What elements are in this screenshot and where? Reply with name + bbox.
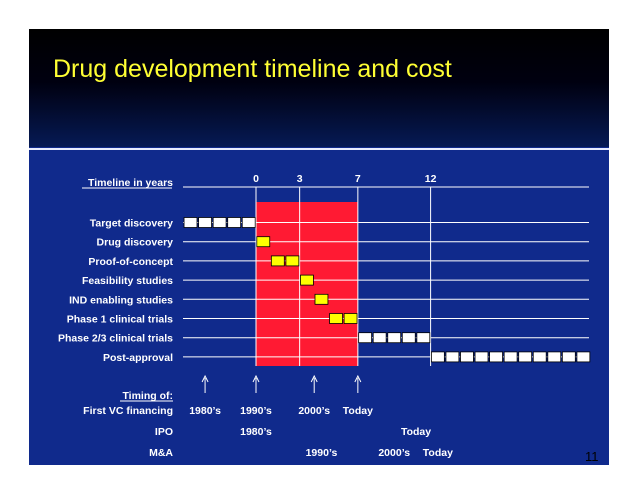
timing-entry: Today — [423, 447, 453, 459]
phase-box — [314, 293, 329, 305]
slide-title: Drug development timeline and cost — [53, 55, 452, 83]
timing-entry: Today — [401, 426, 431, 438]
phase-box — [401, 332, 416, 344]
phase-box — [387, 332, 402, 344]
phase-box — [576, 351, 591, 363]
tick-label: 0 — [253, 173, 259, 185]
phase-box — [503, 351, 518, 363]
timing-entry: 2000’s — [298, 405, 330, 417]
phase-label: Post-approval — [103, 352, 173, 364]
timing-entry: Today — [343, 405, 373, 417]
arrow-head — [252, 374, 260, 383]
slide: Drug development timeline and cost Timel… — [29, 29, 609, 465]
phase-box — [372, 332, 387, 344]
timing-header: Timing of: — [122, 390, 173, 402]
timeline-diagram: Timeline in years 0 3 7 12 Target discovery Dr… — [58, 173, 591, 459]
phase-box — [343, 313, 358, 324]
phase-label: Phase 2/3 clinical trials — [58, 333, 173, 345]
phase-box — [241, 217, 256, 228]
phase-label: Phase 1 clinical trials — [67, 314, 173, 326]
phase-label: Proof-of-concept — [88, 256, 173, 268]
timing-row-label: M&A — [149, 447, 173, 459]
timing-row-label: IPO — [155, 426, 173, 438]
phase-label: IND enabling studies — [69, 294, 173, 306]
timing-entry: 2000’s — [378, 447, 410, 459]
page-number: 11 — [585, 449, 599, 464]
timing-entry: 1980’s — [240, 426, 272, 438]
title-band: Drug development timeline and cost — [29, 29, 609, 147]
phase-box — [416, 332, 431, 344]
phase-box — [445, 351, 460, 363]
timing-entry: 1990’s — [240, 405, 272, 417]
tick-label: 7 — [355, 173, 361, 185]
phase-box — [532, 351, 547, 363]
phase-box — [212, 217, 227, 228]
phase-box — [489, 351, 503, 363]
timing-entry: 1980’s — [189, 405, 221, 417]
timing-entry: 1990’s — [306, 447, 338, 459]
phase-box — [329, 313, 343, 324]
phase-box — [300, 274, 314, 286]
phase-box — [227, 217, 242, 228]
phase-box — [198, 217, 212, 228]
phase-box — [460, 351, 474, 363]
phase-box — [270, 255, 285, 267]
arrow-head — [201, 374, 209, 383]
phase-box — [547, 351, 562, 363]
phase-box — [358, 332, 372, 344]
phase-box — [285, 255, 300, 267]
timing-row-label: First VC financing — [83, 405, 173, 417]
arrow-head — [354, 374, 362, 383]
tick-label: 3 — [297, 173, 303, 185]
tick-label: 12 — [425, 173, 437, 185]
title-separator — [29, 148, 609, 150]
arrow-head — [310, 374, 318, 383]
phase-box — [430, 351, 445, 363]
phase-label: Target discovery — [90, 218, 173, 230]
phase-box — [183, 217, 198, 228]
phase-label: Drug discovery — [97, 237, 174, 249]
phase-box — [474, 351, 489, 363]
phase-box — [518, 351, 533, 363]
timeline-header-label: Timeline in years — [88, 177, 173, 189]
phase-box — [256, 236, 271, 248]
phase-label: Feasibility studies — [82, 275, 173, 287]
phase-box — [561, 351, 576, 363]
